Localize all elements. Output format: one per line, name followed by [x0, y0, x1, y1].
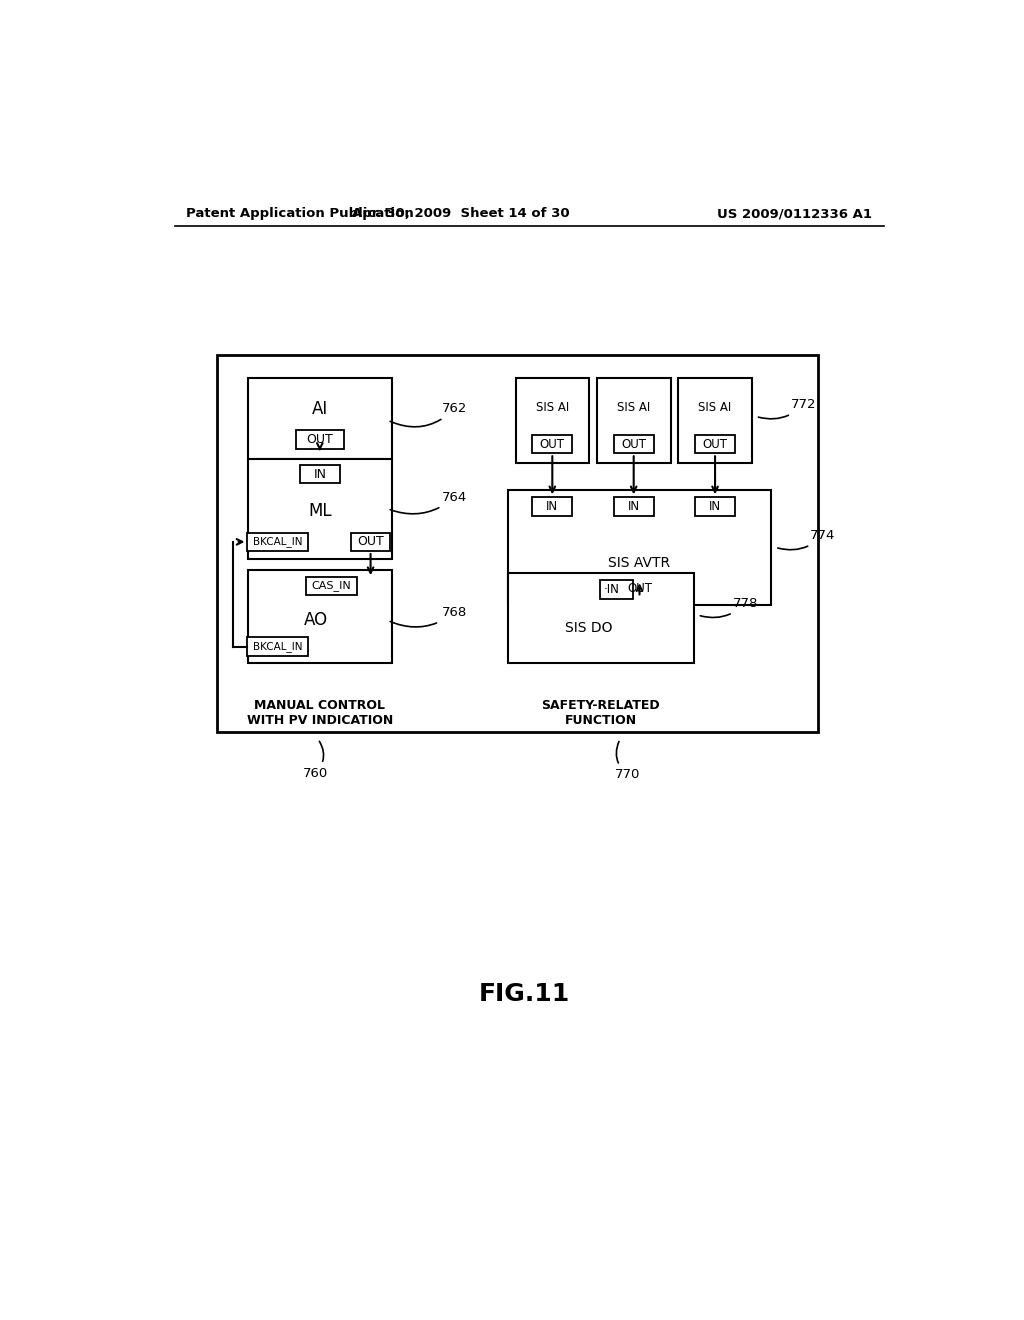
Text: US 2009/0112336 A1: US 2009/0112336 A1	[717, 207, 872, 220]
Bar	[532, 498, 572, 516]
Text: 770: 770	[615, 742, 641, 781]
Text: IN: IN	[313, 467, 327, 480]
Text: FIG.11: FIG.11	[479, 982, 570, 1006]
Bar	[515, 378, 589, 462]
Bar	[613, 498, 654, 516]
Text: Apr. 30, 2009  Sheet 14 of 30: Apr. 30, 2009 Sheet 14 of 30	[352, 207, 570, 220]
Bar	[678, 378, 752, 462]
Bar	[248, 638, 308, 656]
Text: IN: IN	[709, 500, 721, 513]
Text: SIS DO: SIS DO	[565, 622, 613, 635]
Text: IN: IN	[546, 500, 558, 513]
Bar	[508, 573, 693, 663]
Bar	[695, 434, 735, 453]
Text: OUT: OUT	[357, 536, 384, 548]
Bar	[300, 465, 340, 483]
Text: MANUAL CONTROL
WITH PV INDICATION: MANUAL CONTROL WITH PV INDICATION	[247, 698, 393, 727]
Bar	[695, 498, 735, 516]
Bar	[508, 490, 771, 605]
Bar	[217, 355, 818, 733]
Bar	[248, 570, 391, 663]
Text: AI: AI	[311, 400, 328, 417]
Text: SIS AI: SIS AI	[617, 400, 650, 413]
Bar	[532, 434, 572, 453]
Text: 768: 768	[390, 606, 467, 627]
Text: OUT: OUT	[627, 582, 652, 594]
Bar	[618, 579, 660, 598]
Text: OUT: OUT	[306, 433, 333, 446]
Text: 778: 778	[700, 597, 758, 618]
Bar	[248, 378, 391, 459]
Text: OUT: OUT	[540, 437, 565, 450]
Bar	[248, 459, 391, 558]
Text: 760: 760	[303, 742, 328, 780]
Text: SIS AI: SIS AI	[536, 400, 569, 413]
Text: SAFETY-RELATED
FUNCTION: SAFETY-RELATED FUNCTION	[542, 698, 660, 727]
Text: ·IN: ·IN	[604, 583, 620, 597]
Text: AO: AO	[304, 611, 328, 630]
Text: SIS AI: SIS AI	[698, 400, 732, 413]
Text: BKCAL_IN: BKCAL_IN	[253, 536, 302, 548]
Text: OUT: OUT	[702, 437, 728, 450]
Text: Patent Application Publication: Patent Application Publication	[186, 207, 414, 220]
Text: 772: 772	[759, 399, 816, 418]
Bar	[597, 378, 671, 462]
Bar	[613, 434, 654, 453]
Text: OUT: OUT	[622, 437, 646, 450]
Text: CAS_IN: CAS_IN	[311, 581, 351, 591]
Bar	[351, 533, 390, 552]
Text: 764: 764	[390, 491, 467, 513]
Bar	[248, 533, 308, 552]
Bar	[296, 430, 344, 449]
Text: 762: 762	[390, 403, 467, 426]
Text: BKCAL_IN: BKCAL_IN	[253, 642, 302, 652]
Text: ML: ML	[308, 502, 332, 520]
Text: 774: 774	[778, 529, 836, 549]
Bar	[600, 581, 633, 599]
Bar	[306, 577, 356, 595]
Text: IN: IN	[628, 500, 640, 513]
Text: SIS AVTR: SIS AVTR	[608, 556, 671, 570]
